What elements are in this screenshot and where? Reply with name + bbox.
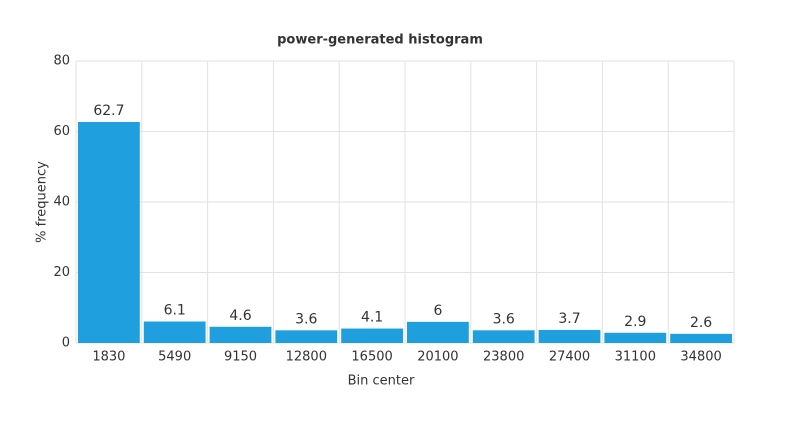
x-tick-label: 31100 [615, 350, 656, 365]
y-tick-label: 0 [62, 336, 70, 351]
data-label: 3.6 [295, 311, 317, 327]
x-tick-label: 34800 [680, 350, 721, 365]
data-label: 3.6 [493, 311, 515, 327]
y-axis-label: % frequency [35, 161, 50, 243]
x-tick-label: 12800 [286, 350, 327, 365]
bar [275, 330, 338, 343]
bar [143, 321, 206, 343]
x-tick-label: 27400 [549, 350, 590, 365]
y-tick-label: 60 [53, 124, 70, 139]
y-tick-label: 80 [53, 54, 70, 69]
data-label: 62.7 [93, 103, 124, 119]
bar [78, 121, 140, 343]
data-label: 2.9 [624, 314, 646, 330]
x-tick-label: 5490 [158, 350, 191, 365]
bar [538, 329, 601, 343]
x-tick-label: 20100 [417, 350, 458, 365]
data-label: 2.6 [690, 315, 712, 331]
bar [604, 332, 667, 343]
chart-title: power-generated histogram [277, 33, 483, 48]
bar [341, 328, 403, 343]
x-tick-label: 1830 [92, 350, 125, 365]
data-label: 4.1 [361, 310, 383, 326]
y-tick-label: 40 [53, 195, 70, 210]
data-label: 6 [433, 303, 442, 319]
data-label: 4.6 [229, 308, 251, 324]
x-tick-label: 16500 [351, 350, 392, 365]
x-tick-label: 9150 [224, 350, 257, 365]
bar [670, 333, 732, 343]
data-label: 6.1 [164, 302, 186, 318]
y-tick-label: 20 [53, 265, 70, 280]
bar [407, 321, 469, 343]
bar [472, 330, 535, 343]
bar [209, 326, 272, 343]
x-tick-label: 23800 [483, 350, 524, 365]
x-axis-label: Bin center [348, 374, 415, 389]
data-label: 3.7 [558, 311, 580, 327]
